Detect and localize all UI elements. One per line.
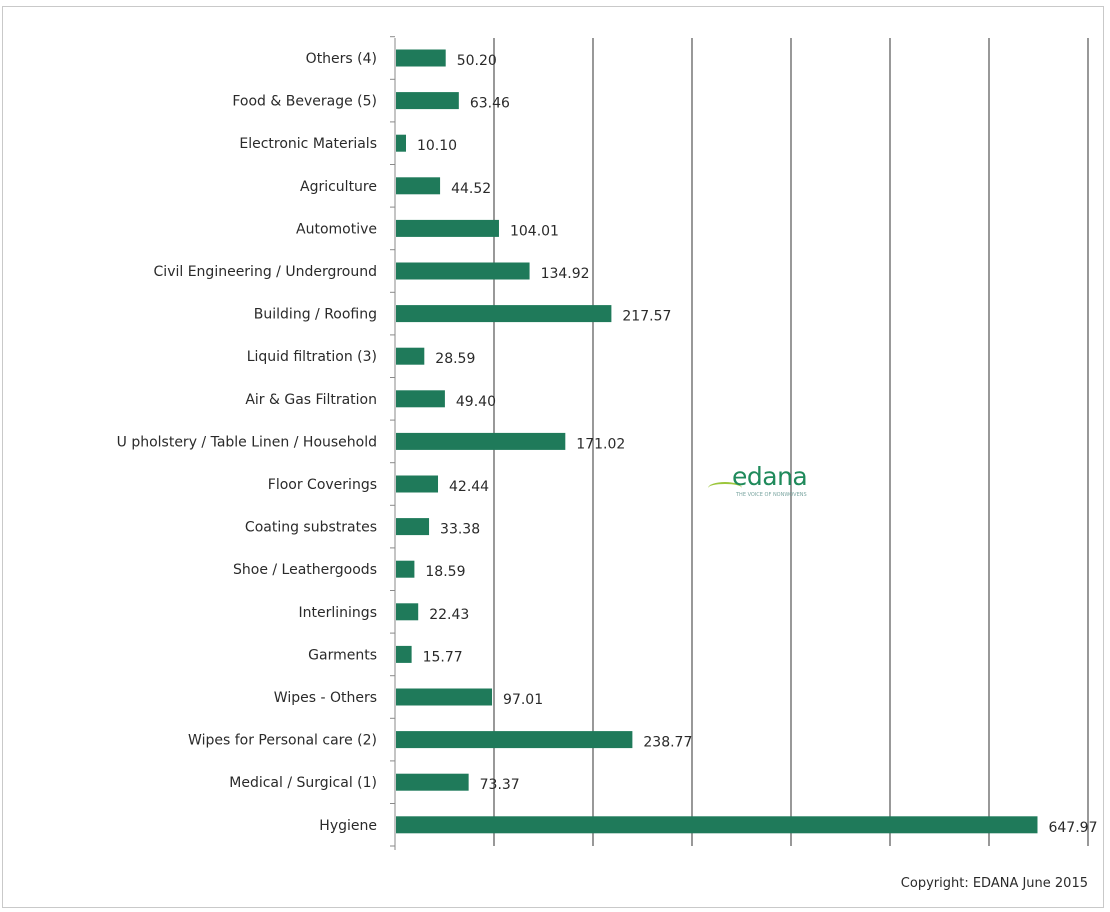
data-label: 10.10 (417, 138, 457, 154)
category-label: Wipes for Personal care (2) (188, 733, 377, 749)
logo-tagline: THE VOICE OF NONWOVENS (736, 492, 807, 498)
data-label: 22.43 (429, 607, 469, 623)
data-label: 73.37 (480, 777, 520, 793)
category-label: Electronic Materials (239, 136, 377, 152)
data-label: 134.92 (541, 266, 590, 282)
bar (396, 688, 493, 706)
bar (396, 475, 439, 493)
bar (396, 390, 445, 408)
category-label: U pholstery / Table Linen / Household (117, 434, 377, 450)
bar (396, 432, 566, 450)
data-label: 18.59 (425, 564, 465, 580)
data-label: 49.40 (456, 394, 496, 410)
bar (396, 518, 430, 536)
category-label: Interlinings (299, 605, 377, 621)
category-label: Medical / Surgical (1) (229, 775, 377, 791)
data-label: 15.77 (423, 649, 463, 665)
category-label: Coating substrates (245, 520, 377, 536)
bar (396, 645, 412, 663)
category-label: Agriculture (300, 179, 377, 195)
category-label: Building / Roofing (254, 307, 377, 323)
copyright-note: Copyright: EDANA June 2015 (900, 876, 1088, 891)
bar (396, 219, 499, 237)
category-label: Others (4) (306, 51, 377, 67)
data-label: 97.01 (503, 692, 543, 708)
bar (396, 177, 441, 195)
bar (396, 816, 1038, 834)
bar (396, 305, 612, 323)
data-label: 44.52 (451, 181, 491, 197)
data-label: 33.38 (440, 522, 480, 538)
category-label: Civil Engineering / Underground (154, 264, 377, 280)
bar (396, 262, 530, 280)
data-label: 28.59 (435, 351, 475, 367)
category-label: Shoe / Leathergoods (233, 562, 377, 578)
category-label: Wipes - Others (274, 690, 377, 706)
data-label: 171.02 (576, 436, 625, 452)
bar (396, 560, 415, 578)
category-label: Automotive (296, 221, 377, 237)
category-label: Food & Beverage (5) (232, 94, 377, 110)
data-label: 104.01 (510, 223, 559, 239)
category-label: Air & Gas Filtration (245, 392, 377, 408)
bar (396, 92, 459, 110)
bar (396, 731, 633, 749)
logo-swoosh-icon (708, 482, 742, 494)
bar (396, 603, 419, 621)
category-label: Hygiene (319, 818, 377, 834)
category-label: Liquid filtration (3) (247, 349, 377, 365)
logo-wordmark: edana (732, 462, 808, 491)
data-label: 647.97 (1048, 820, 1097, 836)
edana-logo: edana THE VOICE OF NONWOVENS (706, 462, 826, 502)
data-label: 217.57 (622, 309, 671, 325)
data-label: 50.20 (457, 53, 497, 69)
category-label: Floor Coverings (268, 477, 377, 493)
data-label: 238.77 (643, 735, 692, 751)
bar (396, 773, 469, 791)
bar (396, 347, 425, 365)
data-label: 63.46 (470, 96, 510, 112)
bar (396, 49, 446, 67)
bar (396, 134, 406, 152)
data-label: 42.44 (449, 479, 489, 495)
chart-frame (2, 6, 1104, 908)
category-label: Garments (308, 647, 377, 663)
